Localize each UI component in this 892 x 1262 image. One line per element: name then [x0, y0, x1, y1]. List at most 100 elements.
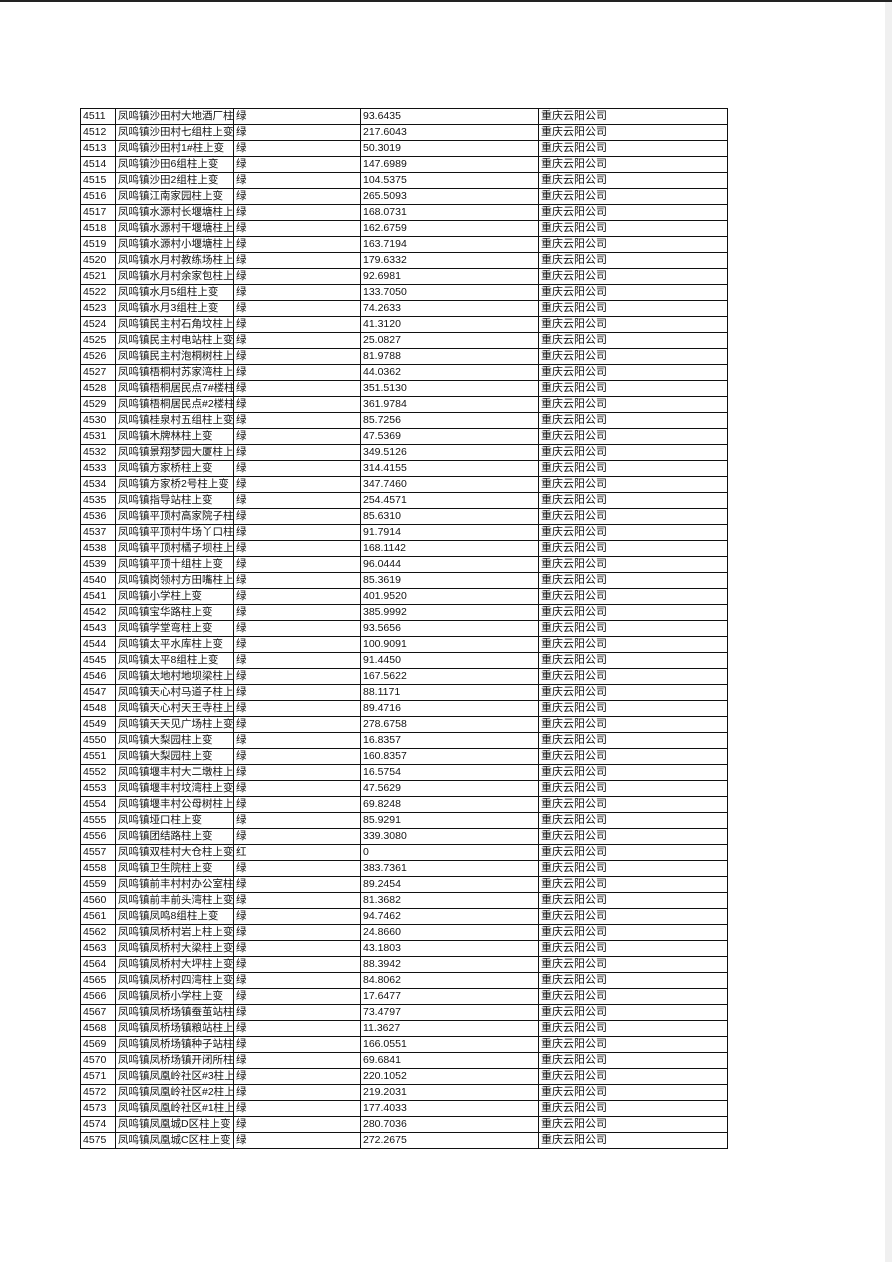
status-cell: 绿 — [233, 620, 361, 637]
row-id-cell: 4520 — [80, 252, 116, 269]
row-id-cell: 4553 — [80, 780, 116, 797]
station-name-cell: 凤鸣镇学堂弯柱上变 — [115, 620, 234, 637]
status-cell: 绿 — [233, 1068, 361, 1085]
station-name-cell: 凤鸣镇天天见广场柱上变 — [115, 716, 234, 733]
station-name-cell: 凤鸣镇团结路柱上变 — [115, 828, 234, 845]
station-name-cell: 凤鸣镇双桂村大仓柱上变 — [115, 844, 234, 861]
value-cell: 265.5093 — [360, 188, 539, 205]
value-cell: 168.1142 — [360, 540, 539, 557]
company-cell: 重庆云阳公司 — [538, 380, 728, 397]
station-name-cell: 凤鸣镇沙田2组柱上变 — [115, 172, 234, 189]
row-id-cell: 4548 — [80, 700, 116, 717]
table-row: 4560 凤鸣镇前丰前头湾柱上变绿 81.3682 重庆云阳公司 — [80, 892, 728, 909]
station-name-cell: 凤鸣镇天心村马道子柱上变 — [115, 684, 234, 701]
company-cell: 重庆云阳公司 — [538, 332, 728, 349]
row-id-cell: 4529 — [80, 396, 116, 413]
station-name-cell: 凤鸣镇民主村石角坟柱上变 — [115, 316, 234, 333]
station-name-cell: 凤鸣镇指导站柱上变 — [115, 492, 234, 509]
table-row: 4574 凤鸣镇凤凰城D区柱上变绿 280.7036 重庆云阳公司 — [80, 1116, 728, 1133]
company-cell: 重庆云阳公司 — [538, 556, 728, 573]
value-cell: 162.6759 — [360, 220, 539, 237]
station-name-cell: 凤鸣镇凤桥村大梁柱上变 — [115, 940, 234, 957]
row-id-cell: 4564 — [80, 956, 116, 973]
station-name-cell: 凤鸣镇梧桐村苏家湾柱上变 — [115, 364, 234, 381]
status-cell: 绿 — [233, 492, 361, 509]
company-cell: 重庆云阳公司 — [538, 812, 728, 829]
station-name-cell: 凤鸣镇天心村天王寺柱上变 — [115, 700, 234, 717]
table-row: 4554 凤鸣镇堰丰村公母树柱上变绿 69.8248 重庆云阳公司 — [80, 796, 728, 813]
company-cell: 重庆云阳公司 — [538, 540, 728, 557]
status-cell: 绿 — [233, 668, 361, 685]
row-id-cell: 4517 — [80, 204, 116, 221]
company-cell: 重庆云阳公司 — [538, 956, 728, 973]
value-cell: 100.9091 — [360, 636, 539, 653]
station-name-cell: 凤鸣镇水月5组柱上变 — [115, 284, 234, 301]
table-row: 4541 凤鸣镇小学柱上变绿 401.9520 重庆云阳公司 — [80, 588, 728, 605]
status-cell: 绿 — [233, 556, 361, 573]
row-id-cell: 4519 — [80, 236, 116, 253]
row-id-cell: 4531 — [80, 428, 116, 445]
row-id-cell: 4527 — [80, 364, 116, 381]
company-cell: 重庆云阳公司 — [538, 876, 728, 893]
status-cell: 绿 — [233, 652, 361, 669]
row-id-cell: 4532 — [80, 444, 116, 461]
row-id-cell: 4512 — [80, 124, 116, 141]
status-cell: 绿 — [233, 908, 361, 925]
station-name-cell: 凤鸣镇凤桥小学柱上变 — [115, 988, 234, 1005]
station-name-cell: 凤鸣镇水月村教练场柱上变 — [115, 252, 234, 269]
station-name-cell: 凤鸣镇垭口柱上变 — [115, 812, 234, 829]
value-cell: 93.5656 — [360, 620, 539, 637]
row-id-cell: 4526 — [80, 348, 116, 365]
table-row: 4532 凤鸣镇景翔梦园大厦柱上变绿 349.5126 重庆云阳公司 — [80, 444, 728, 461]
status-cell: 绿 — [233, 1132, 361, 1149]
status-cell: 绿 — [233, 348, 361, 365]
row-id-cell: 4565 — [80, 972, 116, 989]
station-name-cell: 凤鸣镇梧桐居民点7#楼柱上变 — [115, 380, 234, 397]
company-cell: 重庆云阳公司 — [538, 892, 728, 909]
station-name-cell: 凤鸣镇方家桥2号柱上变 — [115, 476, 234, 493]
station-name-cell: 凤鸣镇沙田村七组柱上变 — [115, 124, 234, 141]
value-cell: 91.4450 — [360, 652, 539, 669]
value-cell: 177.4033 — [360, 1100, 539, 1117]
row-id-cell: 4554 — [80, 796, 116, 813]
company-cell: 重庆云阳公司 — [538, 108, 728, 125]
row-id-cell: 4557 — [80, 844, 116, 861]
value-cell: 0 — [360, 844, 539, 861]
station-name-cell: 凤鸣镇沙田村1#柱上变 — [115, 140, 234, 157]
station-name-cell: 凤鸣镇凤桥场镇开闭所柱上变 — [115, 1052, 234, 1069]
station-name-cell: 凤鸣镇沙田村大地酒厂柱上变 — [115, 108, 234, 125]
row-id-cell: 4536 — [80, 508, 116, 525]
station-name-cell: 凤鸣镇小学柱上变 — [115, 588, 234, 605]
status-cell: 绿 — [233, 812, 361, 829]
value-cell: 16.5754 — [360, 764, 539, 781]
value-cell: 92.6981 — [360, 268, 539, 285]
row-id-cell: 4559 — [80, 876, 116, 893]
value-cell: 351.5130 — [360, 380, 539, 397]
status-cell: 绿 — [233, 780, 361, 797]
status-cell: 绿 — [233, 316, 361, 333]
station-name-cell: 凤鸣镇凤凰岭社区#1柱上变 — [115, 1100, 234, 1117]
company-cell: 重庆云阳公司 — [538, 1036, 728, 1053]
table-row: 4565 凤鸣镇凤桥村四湾柱上变绿 84.8062 重庆云阳公司 — [80, 972, 728, 989]
company-cell: 重庆云阳公司 — [538, 940, 728, 957]
value-cell: 74.2633 — [360, 300, 539, 317]
company-cell: 重庆云阳公司 — [538, 972, 728, 989]
row-id-cell: 4534 — [80, 476, 116, 493]
table-row: 4543 凤鸣镇学堂弯柱上变绿 93.5656 重庆云阳公司 — [80, 620, 728, 637]
station-name-cell: 凤鸣镇水月村余家包柱上变 — [115, 268, 234, 285]
status-cell: 绿 — [233, 524, 361, 541]
status-cell: 绿 — [233, 1116, 361, 1133]
value-cell: 16.8357 — [360, 732, 539, 749]
row-id-cell: 4522 — [80, 284, 116, 301]
station-name-cell: 凤鸣镇水源村长堰塘柱上变 — [115, 204, 234, 221]
company-cell: 重庆云阳公司 — [538, 732, 728, 749]
table-row: 4572 凤鸣镇凤凰岭社区#2柱上变绿 219.2031 重庆云阳公司 — [80, 1084, 728, 1101]
status-cell: 绿 — [233, 748, 361, 765]
table-row: 4547 凤鸣镇天心村马道子柱上变绿 88.1171 重庆云阳公司 — [80, 684, 728, 701]
row-id-cell: 4543 — [80, 620, 116, 637]
table-row: 4535 凤鸣镇指导站柱上变绿 254.4571 重庆云阳公司 — [80, 492, 728, 509]
